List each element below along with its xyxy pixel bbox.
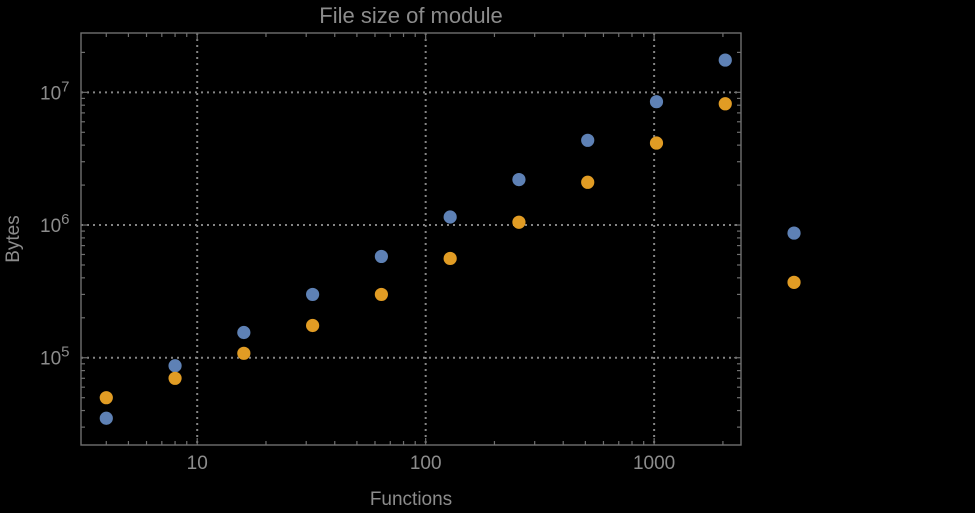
data-point-series-1-x4096	[787, 226, 801, 240]
data-point-series-1-x1024	[649, 95, 664, 109]
data-point-series-2-x4096	[787, 275, 801, 289]
data-point-series-1-x128	[443, 210, 457, 224]
data-point-series-2-x64	[374, 287, 388, 302]
x-tick-label: 100	[410, 453, 442, 474]
data-point-series-1-x256	[512, 172, 526, 187]
data-point-series-1-x64	[374, 249, 388, 264]
y-tick-label: 107	[40, 78, 69, 104]
y-tick-label: 105	[40, 344, 69, 370]
x-tick-label: 1000	[633, 453, 675, 474]
data-point-series-1-x32	[306, 287, 320, 302]
plot-frame	[80, 32, 742, 446]
data-point-series-2-x4	[99, 391, 113, 405]
data-point-series-1-x16	[237, 325, 251, 340]
x-axis-label: Functions	[369, 489, 453, 510]
data-point-series-2-x8	[168, 371, 182, 385]
data-point-series-1-x2048	[718, 53, 732, 67]
data-point-series-1-x4	[99, 411, 113, 425]
data-point-series-2-x2048	[718, 97, 732, 111]
data-point-series-2-x32	[306, 318, 320, 333]
data-point-series-1-x512	[581, 133, 595, 147]
data-point-series-1-x8	[168, 359, 182, 373]
data-point-series-2-x512	[581, 175, 595, 189]
data-point-series-2-x256	[512, 215, 526, 229]
data-point-series-2-x16	[237, 346, 251, 360]
y-tick-label: 106	[40, 211, 69, 237]
chart-title: File size of module	[319, 3, 503, 28]
data-point-series-2-x128	[443, 251, 457, 266]
data-point-series-2-x1024	[649, 136, 664, 150]
x-tick-label: 10	[187, 453, 208, 474]
y-axis-label: Bytes	[3, 215, 24, 263]
